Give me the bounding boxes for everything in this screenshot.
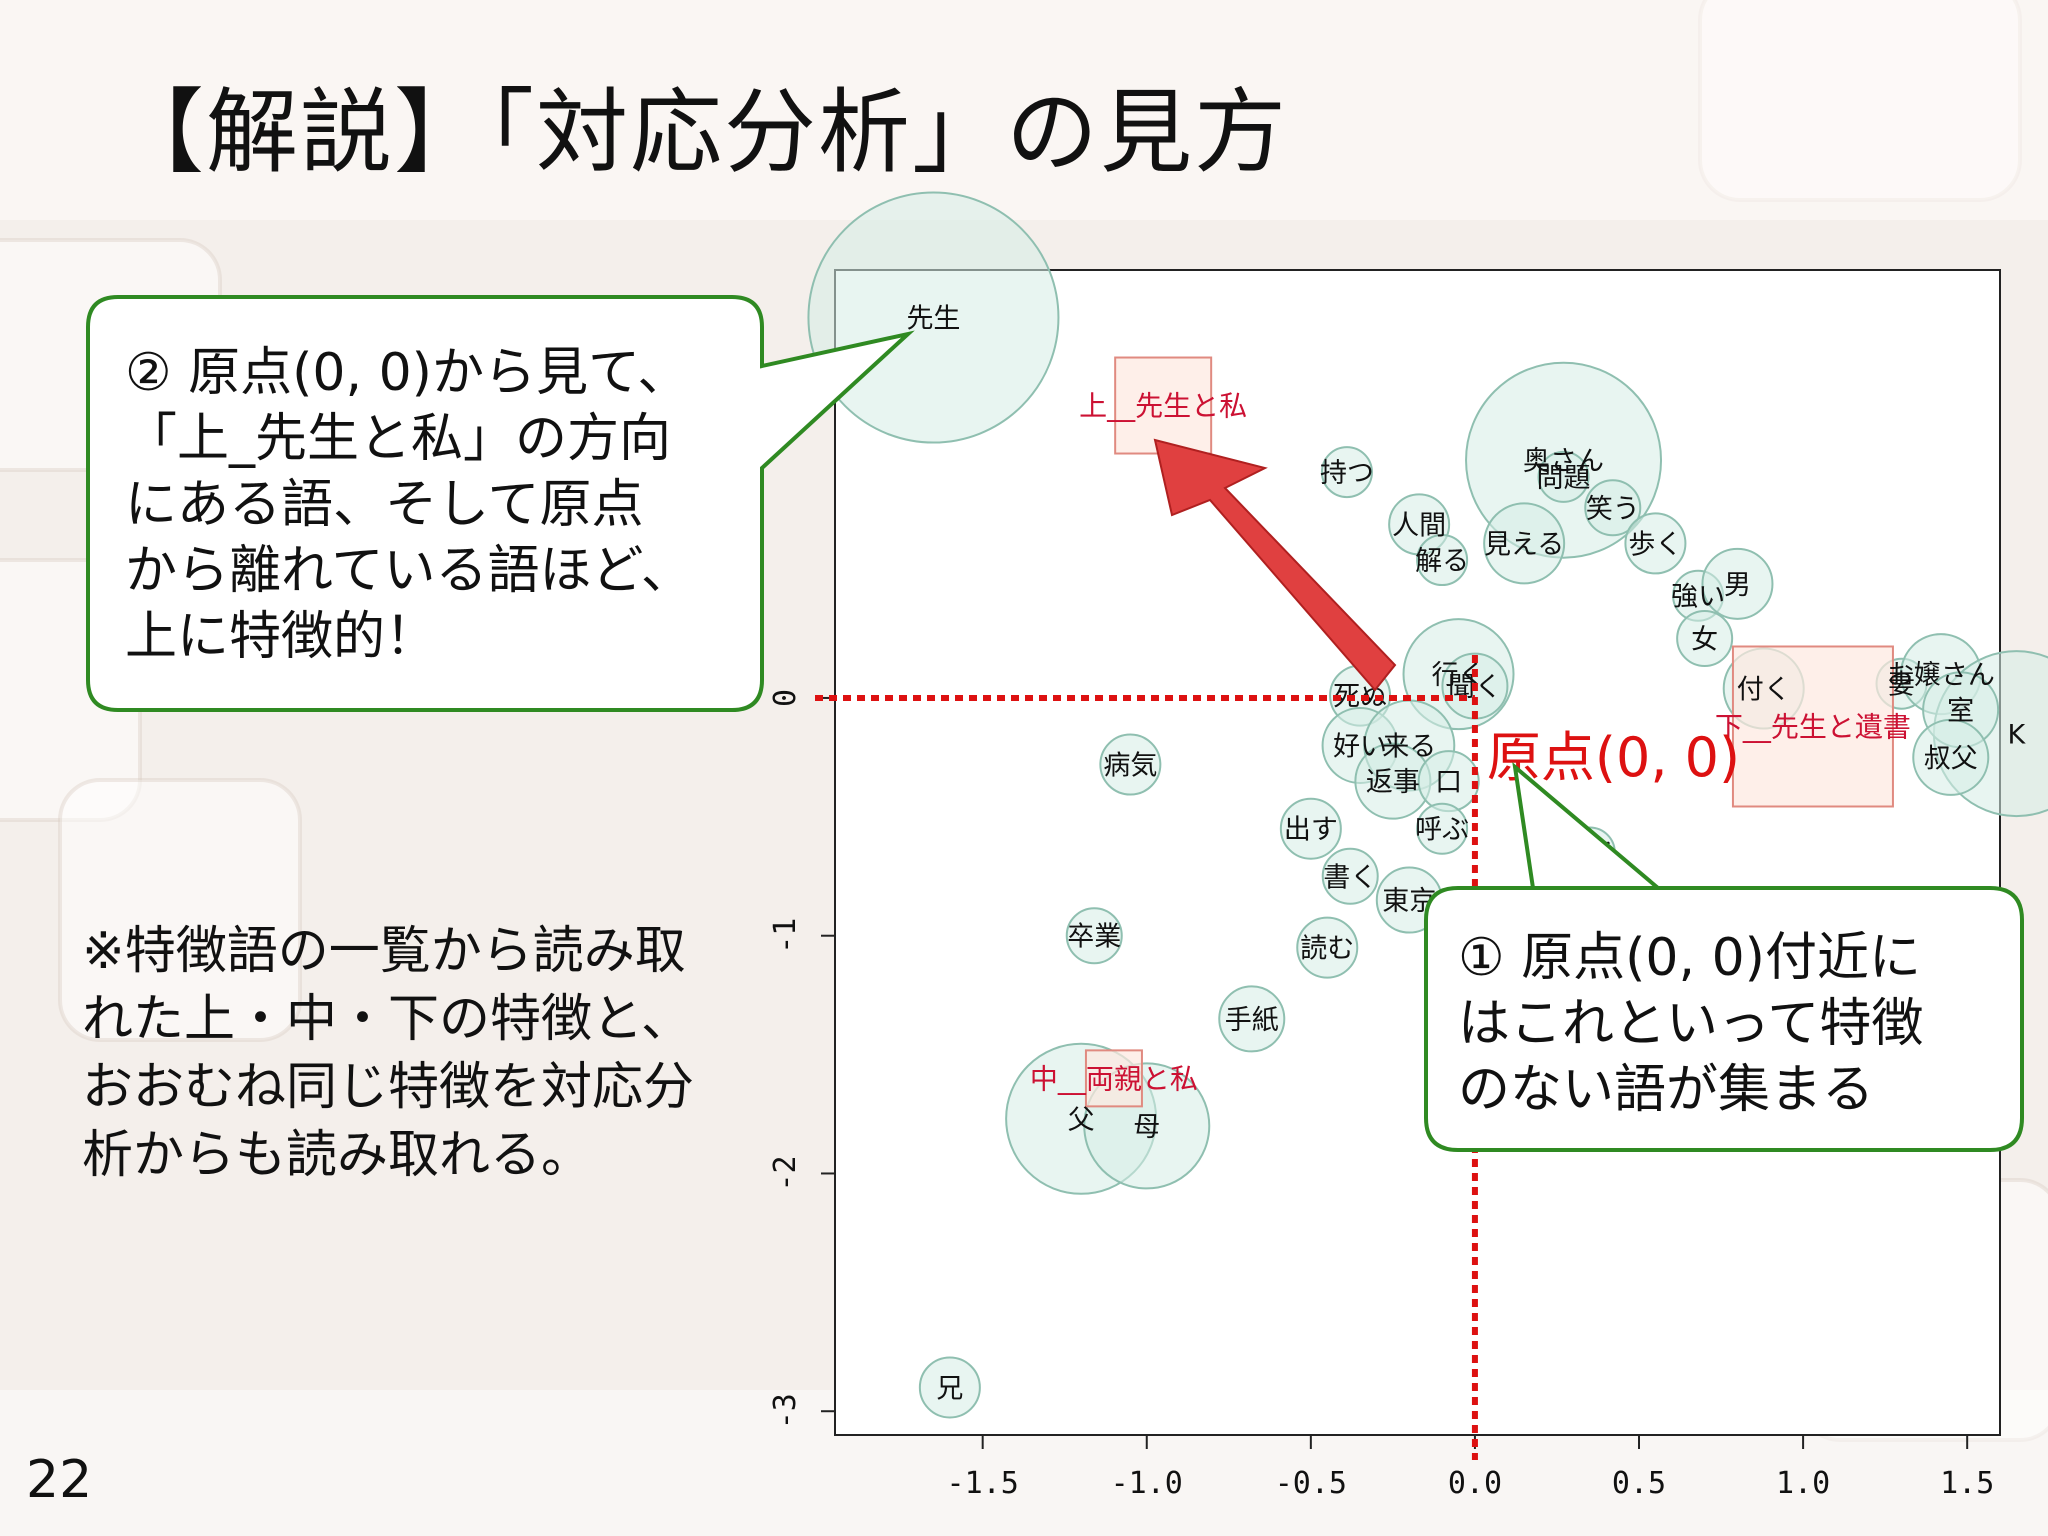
- word-label: 女: [1691, 625, 1718, 656]
- word-bubble: [1584, 479, 1642, 537]
- word-label: 返事: [1366, 767, 1420, 798]
- word-bubble: [1099, 733, 1162, 796]
- word-label: 叔父: [1924, 743, 1978, 774]
- group-label: 上__先生と私: [1079, 390, 1247, 423]
- word-bubble: [1701, 547, 1774, 620]
- x-tick-label: 1.0: [1776, 1466, 1830, 1501]
- callout-line: はこれといって特徴: [1458, 994, 1923, 1054]
- callout-line: 上に特徴的！: [125, 607, 437, 667]
- direction-arrow: [1153, 438, 1397, 692]
- word-label: 先生: [906, 304, 960, 335]
- word-label: 男: [1724, 570, 1751, 601]
- word-label: 読む: [1300, 934, 1354, 965]
- word-bubble: [1624, 512, 1687, 575]
- x-tick-label: -0.5: [1275, 1466, 1347, 1501]
- word-label: お嬢さん: [1887, 660, 1995, 691]
- word-label: 歩く: [1628, 529, 1682, 560]
- word-label: 妻: [1888, 670, 1915, 701]
- group-marker: [1731, 645, 1894, 808]
- x-tick-label: -1.0: [1111, 1466, 1183, 1501]
- word-bubble: [1416, 534, 1469, 587]
- callout-line: ① 原点(0, 0)付近に: [1458, 928, 1921, 988]
- word-label: 父: [1068, 1105, 1095, 1136]
- word-label: 来る: [1382, 732, 1436, 763]
- word-bubble: [807, 191, 1060, 444]
- callout-top: ② 原点(0, 0)から見て、「上_先生と私」の方向にある語、そして原点から離れ…: [86, 295, 915, 712]
- word-label: 付く: [1737, 674, 1791, 705]
- y-tick-label: 0: [768, 689, 803, 707]
- word-label: 好い: [1333, 732, 1387, 763]
- word-label: 持つ: [1320, 458, 1374, 489]
- word-bubble: [1483, 502, 1566, 585]
- word-label: 出す: [1284, 815, 1338, 846]
- callout-line: にある語、そして原点: [125, 475, 643, 535]
- word-bubble: [1416, 802, 1469, 855]
- word-label: 兄: [936, 1373, 963, 1404]
- title-band: [0, 0, 2048, 220]
- word-bubble: [1321, 847, 1379, 905]
- page-number: 22: [26, 1450, 93, 1510]
- word-label: 呼ぶ: [1415, 815, 1469, 846]
- x-tick-label: 1.5: [1940, 1466, 1994, 1501]
- word-label: K: [2008, 720, 2027, 751]
- y-tick-label: -3: [768, 1393, 803, 1429]
- callout-line: 「上_先生と私」の方向: [125, 409, 671, 469]
- word-label: 解る: [1415, 546, 1469, 577]
- word-label: 人間: [1392, 510, 1446, 541]
- group-label: 中__両親と私: [1030, 1062, 1198, 1095]
- word-bubble: [1218, 985, 1286, 1053]
- callout-line: のない語が集まる: [1458, 1060, 1874, 1120]
- group-marker: [1084, 1049, 1143, 1108]
- word-bubble: [1537, 450, 1590, 503]
- plot-area: [834, 269, 2001, 1436]
- word-label: 室: [1947, 696, 1974, 727]
- callout-line: ② 原点(0, 0)から見て、: [125, 343, 689, 403]
- word-bubble: [918, 1356, 981, 1419]
- word-label: 問題: [1537, 463, 1591, 494]
- word-label: 奥さん: [1523, 446, 1604, 477]
- x-tick-label: 0.5: [1612, 1466, 1666, 1501]
- x-tick-label: 0.0: [1448, 1466, 1502, 1501]
- word-bubble: [1279, 797, 1342, 860]
- word-bubble: [1912, 718, 1990, 796]
- slide-title: 【解説】「対応分析」の見方: [112, 79, 1289, 186]
- word-label: 卒業: [1067, 922, 1121, 953]
- group-label: 下__先生と遺書: [1715, 710, 1911, 743]
- word-label: 口: [1435, 767, 1462, 798]
- y-tick-label: -1: [768, 918, 803, 954]
- word-bubble: [1320, 446, 1373, 499]
- word-label: 強い: [1671, 582, 1725, 613]
- word-bubble: [1676, 610, 1734, 668]
- word-bubble: [1065, 907, 1123, 965]
- word-label: 笑う: [1586, 494, 1640, 525]
- word-label: 手紙: [1225, 1005, 1279, 1036]
- word-label: 書く: [1323, 862, 1377, 893]
- x-tick-label: -1.5: [947, 1466, 1019, 1501]
- y-tick-label: -2: [768, 1155, 803, 1191]
- word-label: 病気: [1103, 751, 1157, 782]
- callout-line: から離れている語ほど、: [125, 541, 693, 601]
- word-bubble: [1296, 916, 1359, 979]
- summary-note: ※特徴語の一覧から読み取れた上・中・下の特徴と、おおむね同じ特徴を対応分析からも…: [82, 922, 695, 1185]
- word-label: 見える: [1484, 529, 1564, 560]
- word-label: 母: [1133, 1112, 1160, 1143]
